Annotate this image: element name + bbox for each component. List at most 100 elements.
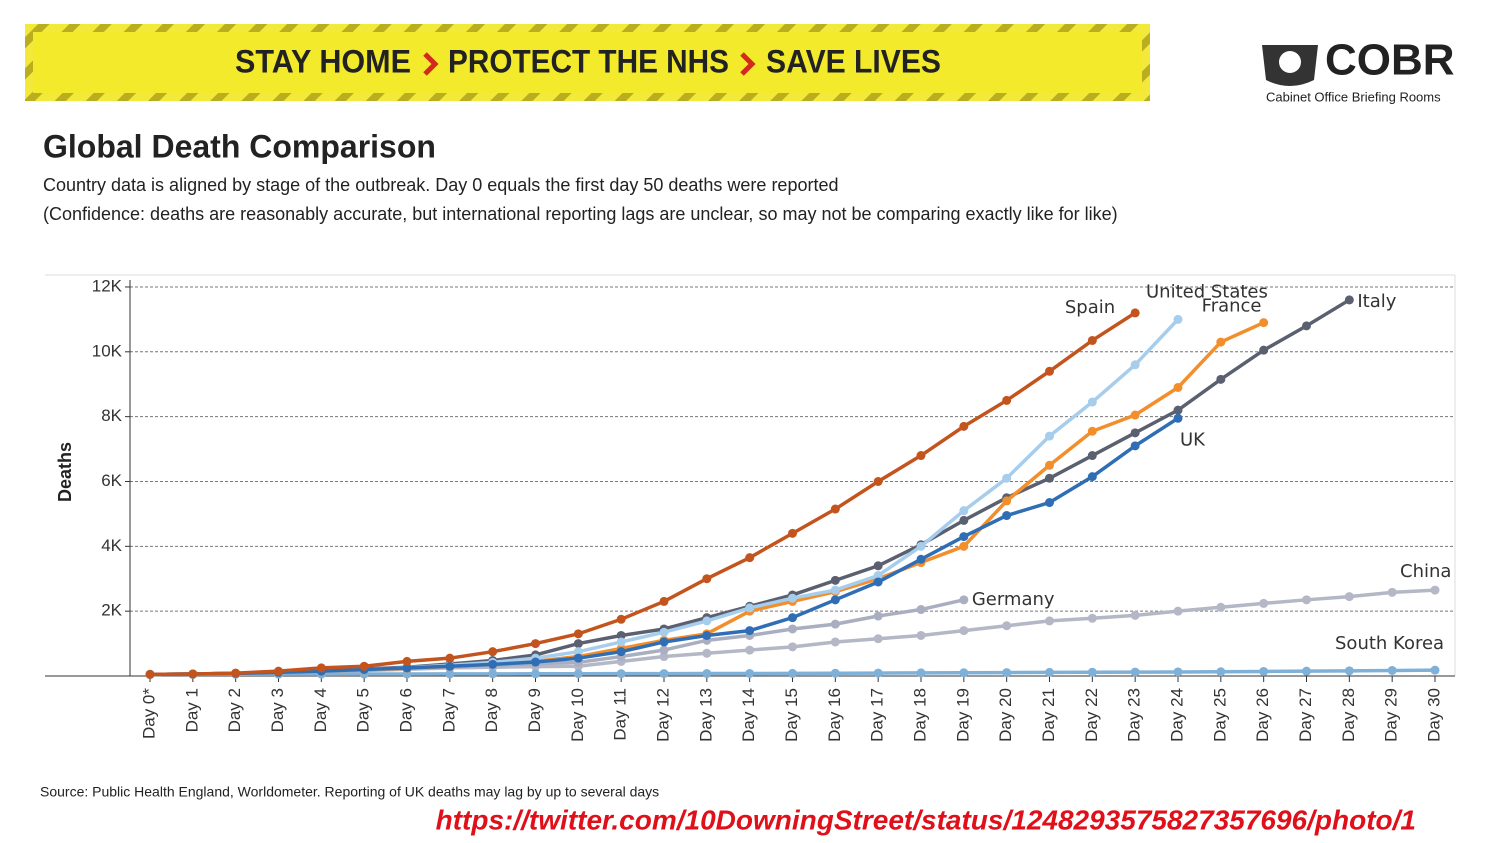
point	[531, 669, 540, 679]
point	[1173, 382, 1183, 392]
point	[445, 661, 455, 671]
point	[702, 630, 712, 640]
point	[873, 571, 883, 580]
x-tick-label: Day 15	[782, 688, 801, 742]
x-tick-label: Day 28	[1339, 688, 1358, 742]
point	[916, 668, 926, 678]
point	[531, 639, 540, 649]
chart-subtitle: Country data is aligned by stage of the …	[43, 175, 838, 195]
point	[1130, 667, 1140, 677]
series-line	[149, 311, 1137, 677]
point	[1173, 405, 1183, 415]
point	[659, 637, 669, 647]
point	[1344, 592, 1354, 602]
x-tick-label: Day 1	[182, 688, 201, 732]
point	[1087, 451, 1097, 461]
y-tick-label: 4K	[101, 536, 122, 555]
x-tick-label: Day 16	[825, 688, 844, 742]
point	[916, 605, 926, 615]
point	[1002, 395, 1012, 405]
point	[1173, 606, 1183, 616]
point	[959, 626, 969, 636]
chart-subtitle: (Confidence: deaths are reasonably accur…	[43, 204, 1118, 224]
x-tick-label: Day 11	[611, 688, 630, 741]
y-tick-label: 10K	[92, 341, 123, 360]
point	[1045, 431, 1054, 441]
point	[274, 666, 283, 676]
point	[830, 575, 840, 585]
x-tick-label: Day 22	[1082, 688, 1101, 742]
x-tick-label: Day 14	[739, 688, 758, 742]
point	[1087, 335, 1097, 345]
y-tick-label: 12K	[92, 276, 123, 295]
point	[1259, 666, 1269, 676]
point	[1216, 337, 1226, 347]
point	[959, 595, 969, 605]
banner-fill	[33, 32, 1142, 93]
point	[145, 669, 155, 679]
point	[616, 669, 626, 679]
chevron	[740, 52, 756, 76]
point	[1387, 665, 1397, 675]
x-tick-label: Day 27	[1296, 688, 1315, 742]
x-tick-label: Day 13	[696, 688, 715, 742]
point	[1130, 308, 1140, 318]
logo-subtitle: Cabinet Office Briefing Rooms	[1266, 89, 1441, 104]
point	[702, 648, 712, 658]
point	[1173, 314, 1183, 324]
point	[959, 668, 969, 678]
point	[1045, 460, 1054, 470]
y-tick-label: 8K	[101, 406, 122, 425]
x-tick-label: Day 30	[1424, 688, 1443, 742]
point	[1130, 441, 1140, 451]
point	[830, 585, 840, 595]
point	[702, 669, 712, 679]
point	[916, 451, 926, 461]
point	[659, 596, 669, 606]
point	[1130, 428, 1140, 438]
x-tick-label: Day 0*	[139, 688, 158, 739]
point	[1344, 295, 1354, 305]
series-line	[149, 298, 1351, 677]
point	[488, 669, 498, 679]
point	[1002, 473, 1012, 483]
point	[959, 541, 969, 551]
point	[916, 554, 926, 564]
point	[1045, 366, 1054, 376]
point	[745, 645, 755, 655]
series-label: South Korea	[1335, 633, 1444, 654]
point	[231, 668, 241, 678]
point	[402, 656, 412, 666]
series-label: UK	[1180, 429, 1206, 450]
point	[959, 421, 969, 431]
x-tick-label: Day 23	[1125, 688, 1144, 742]
point	[1430, 585, 1440, 595]
x-tick-label: Day 2	[225, 688, 244, 732]
point	[830, 504, 840, 514]
point	[1173, 413, 1183, 423]
y-axis-label: Deaths	[55, 442, 75, 502]
point	[1430, 665, 1440, 675]
banner: STAY HOME PROTECT THE NHS SAVE LIVES	[25, 24, 1150, 101]
point	[745, 553, 755, 563]
point	[1173, 667, 1183, 677]
point	[788, 624, 797, 634]
point	[573, 639, 583, 649]
point	[1087, 667, 1097, 677]
source-note: Source: Public Health England, Worldomet…	[40, 784, 659, 800]
point	[1130, 410, 1140, 420]
series-label: Italy	[1357, 291, 1396, 312]
point	[316, 663, 326, 673]
point	[830, 619, 840, 629]
point	[1087, 613, 1097, 623]
point	[1216, 374, 1226, 384]
crest-shield	[1279, 51, 1301, 73]
point	[1045, 498, 1054, 508]
logo: COBR Cabinet Office Briefing Rooms	[1262, 36, 1455, 104]
point	[830, 668, 840, 678]
series-label: Germany	[972, 589, 1055, 610]
x-tick-label: Day 21	[1039, 688, 1058, 742]
point	[573, 669, 583, 679]
point	[830, 637, 840, 647]
point	[788, 613, 797, 623]
